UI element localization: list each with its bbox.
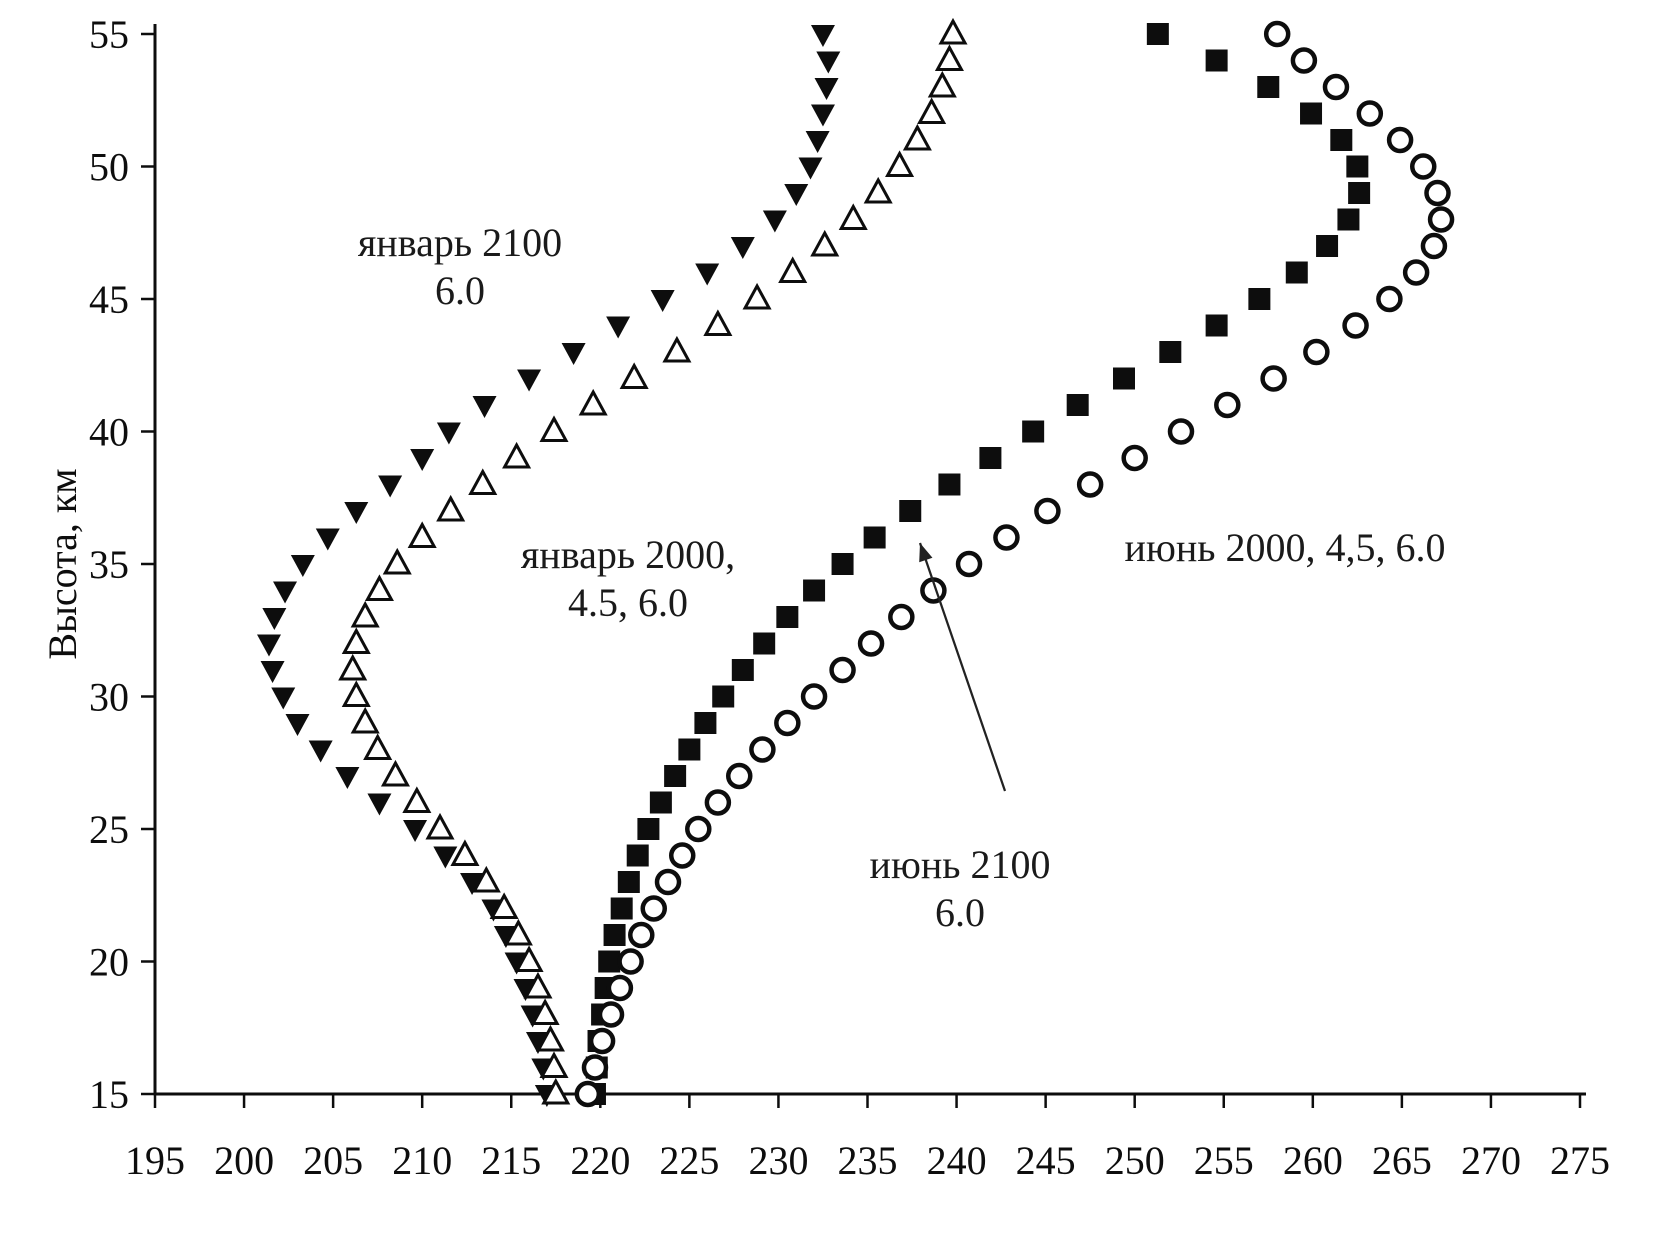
x-tick-label: 250 xyxy=(1105,1138,1165,1183)
y-tick-label: 40 xyxy=(89,410,129,455)
annotation-label: 6.0 xyxy=(435,268,485,313)
y-tick-label: 55 xyxy=(89,16,129,57)
series-circle-open xyxy=(574,20,1455,1108)
x-tick-label: 195 xyxy=(125,1138,185,1183)
x-tick-label: 210 xyxy=(392,1138,452,1183)
x-tick-label: 225 xyxy=(659,1138,719,1183)
x-tick-label: 260 xyxy=(1283,1138,1343,1183)
annotation-label: 4.5, 6.0 xyxy=(568,580,688,625)
x-tick-label: 220 xyxy=(570,1138,630,1183)
annotation-label: январь 2100 xyxy=(358,220,562,265)
arrowhead-icon xyxy=(919,543,933,563)
x-tick-label: 240 xyxy=(927,1138,987,1183)
series-annotation-2: июнь 2000, 4,5, 6.0 xyxy=(1125,525,1446,570)
y-tick-label: 15 xyxy=(89,1072,129,1117)
series-square-filled xyxy=(583,23,1371,1105)
x-tick-label: 255 xyxy=(1194,1138,1254,1183)
x-tick-label: 215 xyxy=(481,1138,541,1183)
y-tick-label: 45 xyxy=(89,277,129,322)
annotation-label: 6.0 xyxy=(935,890,985,935)
annotation-label: июнь 2000, 4,5, 6.0 xyxy=(1125,525,1446,570)
x-tick-label: 275 xyxy=(1550,1138,1610,1183)
y-tick-label: 25 xyxy=(89,807,129,852)
axes xyxy=(153,24,1586,1096)
y-tick-label: 50 xyxy=(89,145,129,190)
series-triangle-up-open xyxy=(338,17,968,1105)
y-tick-label: 30 xyxy=(89,675,129,720)
temperature-profile-figure: 195 200 205 210 215 220 225 230 235 240 245 250 255 2… xyxy=(40,16,1661,1221)
x-tick-label: 245 xyxy=(1016,1138,1076,1183)
temperature-profile-chart: 195 200 205 210 215 220 225 230 235 240 245 250 255 2… xyxy=(40,16,1661,1221)
pointer-arrow xyxy=(918,542,1007,792)
y-tick-label: 20 xyxy=(89,940,129,985)
y-tick-label: 35 xyxy=(89,542,129,587)
x-tick-label: 235 xyxy=(838,1138,898,1183)
y-axis-title: Высота, км xyxy=(40,468,85,659)
x-tick-label: 265 xyxy=(1372,1138,1432,1183)
x-tick-label: 230 xyxy=(748,1138,808,1183)
series-annotation-1: январь 2000,4.5, 6.0 xyxy=(521,532,735,625)
x-tick-label: 200 xyxy=(214,1138,274,1183)
x-tick-label: 270 xyxy=(1461,1138,1521,1183)
annotation-label: июнь 2100 xyxy=(870,842,1051,887)
annotation-label: январь 2000, xyxy=(521,532,735,577)
x-tick-label: 205 xyxy=(303,1138,363,1183)
plot-background xyxy=(40,16,1661,1221)
